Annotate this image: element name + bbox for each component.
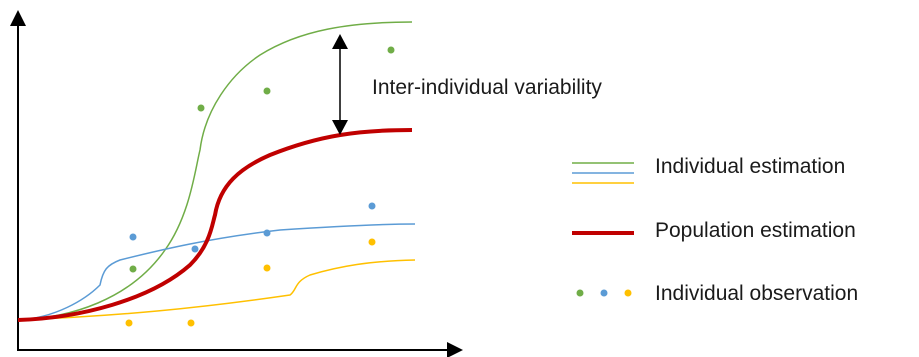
observations-green: [129, 46, 395, 273]
variability-arrow: [332, 34, 348, 135]
arrow-head-up: [332, 34, 348, 49]
observation-dot: [125, 319, 133, 327]
individual-curve-green: [17, 21, 413, 321]
legend-dot-blue: [600, 289, 608, 297]
legend-label-population-estimation: Population estimation: [655, 219, 856, 242]
observation-dot: [387, 46, 395, 54]
individual-curve-yellow: [17, 259, 416, 321]
observation-dot: [368, 202, 376, 210]
observation-dot: [187, 319, 195, 327]
observation-dot: [263, 229, 271, 237]
legend: Individual estimation Population estimat…: [572, 155, 858, 305]
observation-dot: [368, 238, 376, 246]
observation-dot: [191, 245, 199, 253]
observation-dot: [129, 233, 137, 241]
observation-dot: [197, 104, 205, 112]
legend-label-individual-estimation: Individual estimation: [655, 155, 845, 178]
observation-dot: [129, 265, 137, 273]
observations-yellow: [125, 238, 376, 327]
legend-item-population-estimation: Population estimation: [572, 219, 856, 242]
observation-dot: [263, 87, 271, 95]
legend-item-individual-estimation: Individual estimation: [572, 155, 845, 184]
legend-dot-green: [576, 289, 584, 297]
population-curve: [17, 128, 413, 322]
legend-dot-yellow: [624, 289, 632, 297]
legend-item-individual-observation: Individual observation: [576, 282, 858, 305]
legend-label-individual-observation: Individual observation: [655, 282, 858, 305]
variability-label: Inter-individual variability: [372, 76, 602, 99]
observation-dot: [263, 264, 271, 272]
observations-blue: [129, 202, 376, 253]
arrow-head-down: [332, 120, 348, 135]
individual-curve-blue: [17, 223, 416, 321]
